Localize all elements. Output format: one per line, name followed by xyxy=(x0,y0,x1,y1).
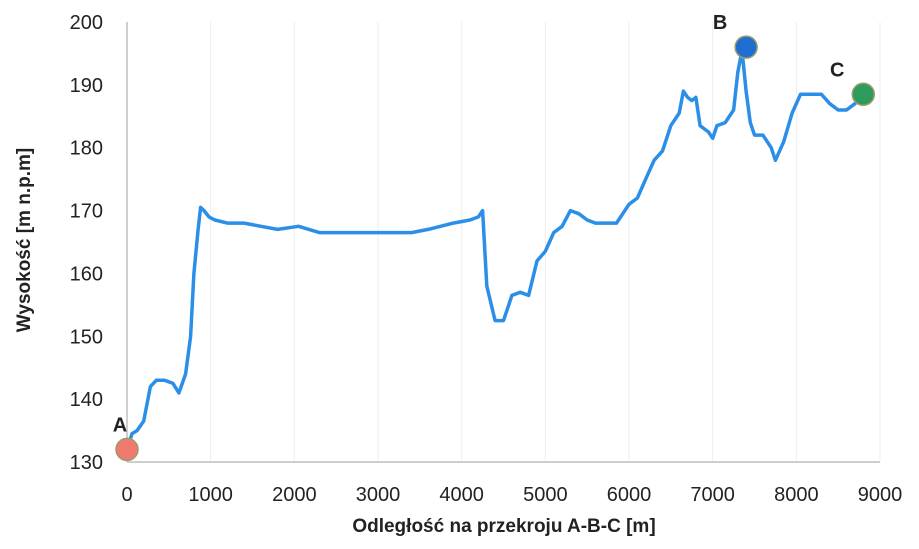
marker-label-c: C xyxy=(830,59,844,81)
y-tick-label: 200 xyxy=(70,12,103,34)
marker-c xyxy=(851,82,876,107)
x-tick-label: 0 xyxy=(121,484,132,506)
grid-layer xyxy=(210,22,881,462)
marker-label-a: A xyxy=(113,414,127,436)
y-tick-label: 160 xyxy=(70,263,103,285)
y-tick-label: 130 xyxy=(70,452,103,474)
marker-label-b: B xyxy=(713,12,727,34)
point-markers: A B C xyxy=(113,12,876,462)
x-axis-title: Odległość na przekroju A-B-C [m] xyxy=(352,516,655,537)
y-tick-label: 170 xyxy=(70,201,103,223)
y-tick-label: 190 xyxy=(70,75,103,97)
x-tick-label: 2000 xyxy=(272,484,317,506)
x-tick-label: 1000 xyxy=(188,484,233,506)
x-tick-label: 9000 xyxy=(858,484,903,506)
marker-a xyxy=(115,437,139,462)
x-tick-label: 4000 xyxy=(439,484,484,506)
x-tick-label: 8000 xyxy=(774,484,819,506)
x-tick-label: 6000 xyxy=(607,484,652,506)
x-tick-label: 5000 xyxy=(523,484,568,506)
y-axis-title: Wysokość [m n.p.m] xyxy=(14,148,35,332)
y-tick-label: 180 xyxy=(70,138,103,160)
y-tick-labels: 130 140 150 160 170 180 190 200 xyxy=(70,12,103,474)
x-tick-label: 3000 xyxy=(356,484,401,506)
x-tick-label: 7000 xyxy=(690,484,735,506)
marker-b xyxy=(734,35,758,59)
elevation-series-line xyxy=(125,48,866,452)
y-tick-label: 140 xyxy=(70,389,103,411)
x-tick-labels: 0 1000 2000 3000 4000 5000 6000 7000 8000 9000 xyxy=(121,484,902,506)
y-tick-label: 150 xyxy=(70,326,103,348)
